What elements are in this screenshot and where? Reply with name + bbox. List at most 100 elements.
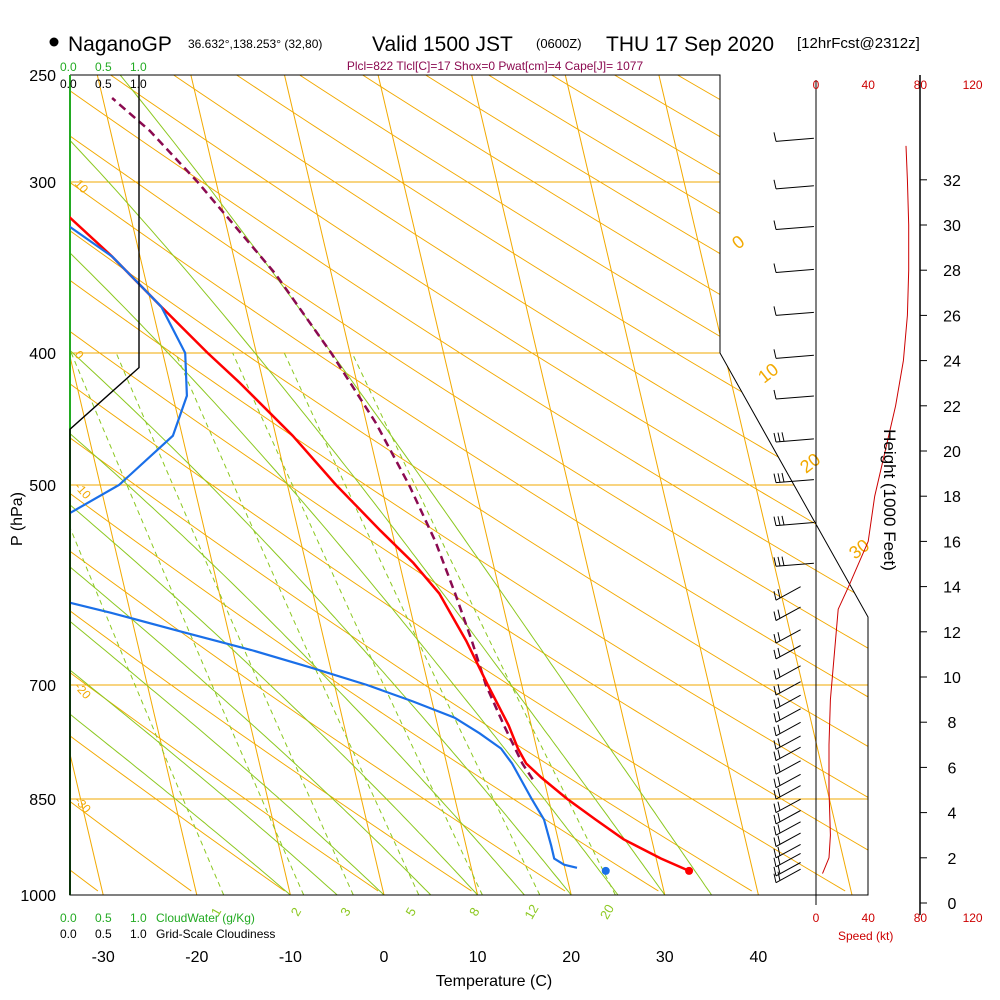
mixing-ratio-line [283, 352, 541, 895]
wind-barb-flag [773, 591, 777, 601]
wind-barb [773, 665, 801, 680]
pressure-tick-label: 250 [29, 68, 56, 85]
wind-barb-flag [773, 803, 777, 813]
wind-barb-flag [777, 801, 781, 811]
dry-adiabat-line [362, 75, 868, 892]
isotherm-line [96, 75, 291, 895]
height-tick-label: 8 [948, 715, 957, 732]
top-cloudwater-tick: 1.0 [130, 60, 147, 74]
axes: -30 -20 -10 0 10 20 30 402503004005007008501000… [20, 60, 767, 966]
wind-barb-flag [777, 473, 781, 483]
wind-barb-flag [781, 432, 785, 442]
isotherm-label: -30 [72, 794, 94, 816]
wind-barb-staff [775, 137, 814, 142]
wind-barb-flag [773, 132, 777, 142]
height-axis-title: Height (1000 Feet) [880, 429, 899, 571]
wind-barb-flag [781, 472, 785, 483]
wind-barb-flag [773, 857, 777, 867]
x-tick-label: -30 [92, 949, 115, 966]
moist-adiabat-line [70, 75, 385, 895]
top-cloudwater-tick: 0.5 [95, 60, 112, 74]
mixing-ratio-label: 5 [403, 905, 420, 919]
height-tick-label: 12 [943, 625, 961, 642]
wind-barb-flag [777, 776, 781, 786]
height-tick-label: 32 [943, 173, 961, 190]
wind-barb-flag [773, 349, 777, 359]
wind-barb [773, 389, 814, 400]
stability-indices: Plcl=822 Tlcl[C]=17 Shox=0 Pwat[cm]=4 Ca… [347, 59, 644, 73]
dry-adiabat-line [236, 75, 868, 892]
dry-adiabat-line [173, 75, 868, 892]
speed-tick-label-bottom: 80 [914, 911, 928, 925]
speed-tick-label-bottom: 40 [862, 911, 876, 925]
wind-barb-staff [775, 522, 814, 527]
wind-barb-flag [773, 611, 777, 621]
wind-barb-staff [775, 479, 814, 484]
wind-barb-flag [773, 713, 777, 723]
top-cloudiness-tick: 1.0 [130, 77, 147, 91]
x-tick-label: 30 [656, 949, 674, 966]
wind-barb [773, 862, 801, 877]
valid-time: Valid 1500 JST [372, 33, 513, 56]
wind-barb-flag [777, 632, 781, 642]
wind-barb [773, 472, 814, 484]
top-cloudwater-tick: 0.0 [60, 60, 77, 74]
mixing-ratio-line [115, 352, 354, 895]
wind-barb-flag [777, 763, 781, 773]
wind-barb [773, 645, 801, 660]
wind-barb-flag [773, 765, 777, 775]
wind-barb-flag [777, 787, 781, 798]
pressure-tick-label: 1000 [20, 888, 56, 905]
wind-barb-flag [777, 812, 781, 823]
wind-barb [773, 868, 801, 884]
isotherm-line [284, 75, 479, 895]
dry-adiabat-line [110, 75, 868, 892]
dry-adiabat-line [70, 75, 868, 892]
wind-barb-flag [773, 557, 777, 567]
wind-barb-flag [773, 837, 777, 847]
x-tick-label: 10 [469, 949, 487, 966]
wind-barb [773, 832, 801, 847]
wind-barb-flag [777, 647, 781, 658]
dry-adiabat-line [803, 75, 868, 892]
speed-axis-title: Speed (kt) [838, 929, 893, 943]
height-tick-label: 6 [948, 760, 957, 777]
wind-barb [773, 821, 801, 836]
wind-barb-flag [773, 866, 777, 877]
isotherm-line [70, 75, 198, 895]
dry-adiabat-line [70, 75, 868, 892]
height-tick-label: 20 [943, 444, 961, 461]
wind-barb-flag [777, 846, 781, 857]
wind-barb-flag [773, 685, 777, 696]
height-tick-label: 26 [943, 308, 961, 325]
wind-barb-flag [777, 697, 781, 707]
wind-barb-flag [773, 516, 777, 526]
height-tick-label: 0 [948, 896, 957, 913]
dry-adiabat-line [70, 75, 285, 892]
isotherm-line [70, 75, 104, 895]
speed-tick-label-top: 40 [862, 78, 876, 92]
mixing-ratio-line [70, 352, 225, 895]
bottom-cloudwater-tick: 0.0 [60, 911, 77, 925]
dry-adiabat-line [425, 75, 868, 892]
mixing-ratio-label: 3 [337, 905, 354, 919]
wind-barb [773, 306, 814, 316]
wind-barb-flag [773, 699, 777, 709]
top-cloudiness-tick: 0.0 [60, 77, 77, 91]
moist-adiabat-line [70, 75, 619, 895]
theta-label: 10 [754, 359, 782, 387]
speed-tick-label-bottom: 120 [963, 911, 983, 925]
wind-barb-flag [777, 711, 781, 721]
isotherm-label: 10 [72, 177, 92, 197]
sounding-profiles [70, 97, 694, 875]
isotherm-line [658, 75, 853, 895]
wind-barb [773, 349, 814, 359]
height-tick-label: 30 [943, 218, 961, 235]
moist-adiabat-line [70, 75, 478, 895]
isotherm-line [564, 75, 759, 895]
moist-adiabat-line [70, 75, 291, 895]
valid-date: THU 17 Sep 2020 [606, 33, 774, 56]
theta-label: 30 [845, 535, 873, 563]
wind-speed-line [822, 145, 910, 874]
